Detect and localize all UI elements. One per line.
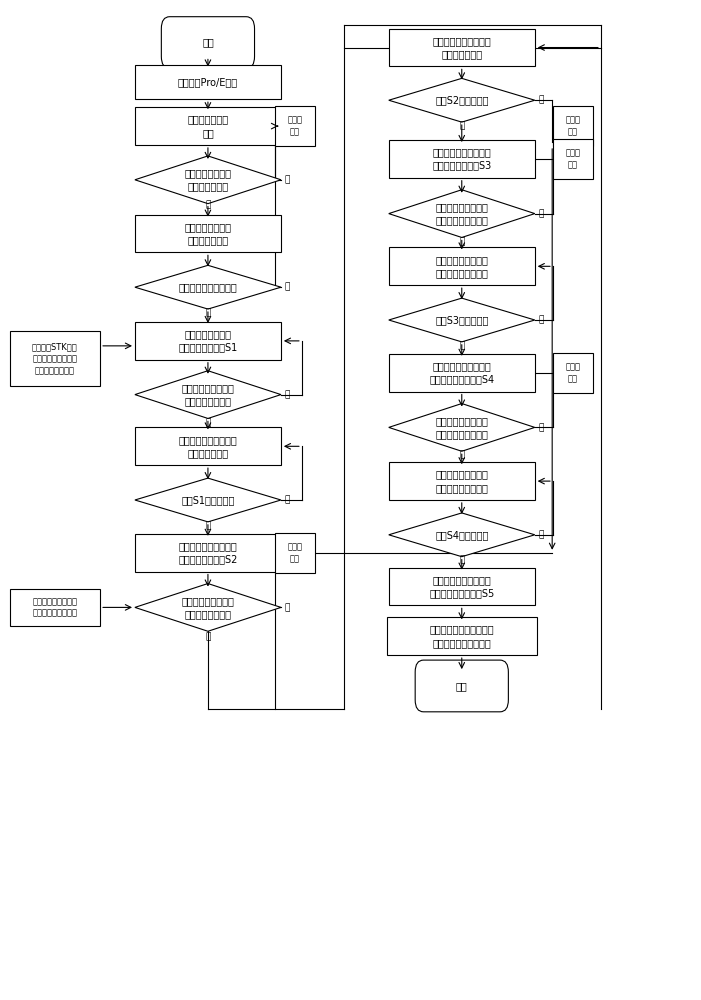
Text: 是: 是 bbox=[459, 451, 465, 460]
Text: 开始: 开始 bbox=[202, 38, 214, 48]
Bar bbox=[10, 331, 100, 386]
Text: 确定多视场星敏感器最终
星上构形布局设计指向: 确定多视场星敏感器最终 星上构形布局设计指向 bbox=[430, 625, 494, 648]
Polygon shape bbox=[135, 478, 281, 522]
Text: 是: 是 bbox=[205, 200, 210, 209]
Text: 暂存满足非零姿态地
气光抑制角的可行解: 暂存满足非零姿态地 气光抑制角的可行解 bbox=[435, 470, 488, 493]
Text: 判断S2是否遍历完: 判断S2是否遍历完 bbox=[435, 95, 489, 105]
Text: 建立卫星STK模型
建立星敏感器光轴与
太阳矢量夹角关系: 建立卫星STK模型 建立星敏感器光轴与 太阳矢量夹角关系 bbox=[32, 342, 78, 375]
Text: 判断全空间是否遍历完: 判断全空间是否遍历完 bbox=[179, 282, 238, 292]
Text: 是: 是 bbox=[205, 521, 210, 530]
Text: 暂存满足零姿态地气光
抑制角的可行解: 暂存满足零姿态地气光 抑制角的可行解 bbox=[433, 36, 491, 59]
Text: 判断S1是否遍历完: 判断S1是否遍历完 bbox=[182, 495, 235, 505]
Text: 建立星敏感器光轴与
地气光矢量夹角关系: 建立星敏感器光轴与 地气光矢量夹角关系 bbox=[32, 597, 77, 618]
Polygon shape bbox=[135, 265, 281, 309]
Text: 是: 是 bbox=[205, 309, 210, 318]
Polygon shape bbox=[389, 404, 535, 451]
Text: 否: 否 bbox=[538, 316, 544, 325]
Text: 形成满足星体杂光
抑制角的可行解集S1: 形成满足星体杂光 抑制角的可行解集S1 bbox=[178, 329, 238, 352]
Text: 简化卫星Pro/E模型: 简化卫星Pro/E模型 bbox=[178, 77, 238, 87]
Text: 暂存满足星体杂光
抑制角的可行解: 暂存满足星体杂光 抑制角的可行解 bbox=[184, 222, 231, 245]
Text: 判断是否满足零姿态
地气光抑制角要求: 判断是否满足零姿态 地气光抑制角要求 bbox=[182, 596, 234, 619]
Text: 是: 是 bbox=[205, 418, 210, 427]
Polygon shape bbox=[135, 584, 281, 631]
Text: 形成满足非零姿态太阳
光抑制角的可行解集S4: 形成满足非零姿态太阳 光抑制角的可行解集S4 bbox=[429, 361, 494, 384]
Text: 判断S4是否遍历完: 判断S4是否遍历完 bbox=[435, 530, 489, 540]
Text: 形成满足零姿态地气光
抑制角的可行解集S3: 形成满足零姿态地气光 抑制角的可行解集S3 bbox=[432, 147, 491, 171]
Bar bbox=[389, 29, 535, 66]
Text: 遍历下
一个: 遍历下 一个 bbox=[287, 116, 302, 136]
Text: 否: 否 bbox=[538, 96, 544, 105]
Text: 形成满足非零姿态地气
光抑制角的可行解集S5: 形成满足非零姿态地气 光抑制角的可行解集S5 bbox=[429, 575, 494, 598]
Text: 遍历下
一个: 遍历下 一个 bbox=[566, 149, 580, 169]
Text: 暂存满足非零姿态太
阳光抑制角的可行解: 暂存满足非零姿态太 阳光抑制角的可行解 bbox=[435, 255, 488, 278]
Bar bbox=[135, 107, 281, 145]
Polygon shape bbox=[135, 371, 281, 418]
Bar bbox=[387, 617, 536, 655]
Text: 否: 否 bbox=[285, 283, 290, 292]
Text: 否: 否 bbox=[285, 175, 290, 184]
Text: 否: 否 bbox=[538, 530, 544, 539]
Bar bbox=[10, 589, 100, 626]
Bar bbox=[553, 106, 593, 146]
Text: 遍历下
一个: 遍历下 一个 bbox=[287, 542, 302, 563]
Bar bbox=[553, 139, 593, 179]
Bar bbox=[389, 140, 535, 178]
Text: 否: 否 bbox=[538, 423, 544, 432]
Polygon shape bbox=[389, 190, 535, 237]
Text: 否: 否 bbox=[285, 603, 290, 612]
Bar bbox=[275, 106, 315, 146]
Bar bbox=[135, 534, 281, 572]
Text: 否: 否 bbox=[538, 209, 544, 218]
Text: 判断是否满足星体
杂光抑制角要求: 判断是否满足星体 杂光抑制角要求 bbox=[184, 168, 231, 191]
Text: 是: 是 bbox=[459, 341, 465, 350]
Text: 是: 是 bbox=[205, 633, 210, 642]
Text: 判断是否满足非零姿
态地气光抑制角要求: 判断是否满足非零姿 态地气光抑制角要求 bbox=[435, 416, 488, 439]
FancyBboxPatch shape bbox=[415, 660, 508, 712]
Bar bbox=[389, 354, 535, 392]
Bar bbox=[275, 533, 315, 573]
Bar bbox=[135, 65, 281, 99]
FancyBboxPatch shape bbox=[161, 17, 254, 68]
Polygon shape bbox=[389, 78, 535, 122]
Text: 遍历下
一个: 遍历下 一个 bbox=[566, 116, 580, 136]
Text: 是: 是 bbox=[459, 237, 465, 246]
Polygon shape bbox=[389, 298, 535, 342]
Bar bbox=[553, 353, 593, 393]
Bar bbox=[389, 568, 535, 605]
Bar bbox=[389, 247, 535, 285]
Polygon shape bbox=[389, 513, 535, 557]
Bar bbox=[389, 462, 535, 500]
Text: 是: 是 bbox=[459, 122, 465, 131]
Text: 遍历下
一个: 遍历下 一个 bbox=[566, 362, 580, 383]
Bar bbox=[135, 215, 281, 252]
Text: 是: 是 bbox=[459, 555, 465, 564]
Text: 判断是否满足非零姿
态太阳光抑制角要求: 判断是否满足非零姿 态太阳光抑制角要求 bbox=[435, 202, 488, 225]
Text: 判断S3是否遍历完: 判断S3是否遍历完 bbox=[435, 315, 489, 325]
Text: 否: 否 bbox=[285, 390, 290, 399]
Text: 否: 否 bbox=[285, 495, 290, 504]
Text: 结束: 结束 bbox=[456, 681, 468, 691]
Text: 形成满足零姿态太阳光
抑制角的可行解集S2: 形成满足零姿态太阳光 抑制角的可行解集S2 bbox=[178, 541, 238, 564]
Text: 暂存满足零姿态太阳光
抑制角的可行解: 暂存满足零姿态太阳光 抑制角的可行解 bbox=[179, 435, 238, 458]
Bar bbox=[135, 322, 281, 360]
Text: 星上全空间布局
遍历: 星上全空间布局 遍历 bbox=[187, 114, 229, 138]
Text: 判断是否满足零姿态
太阳光抑制角要求: 判断是否满足零姿态 太阳光抑制角要求 bbox=[182, 383, 234, 406]
Polygon shape bbox=[135, 156, 281, 204]
Bar bbox=[135, 427, 281, 465]
